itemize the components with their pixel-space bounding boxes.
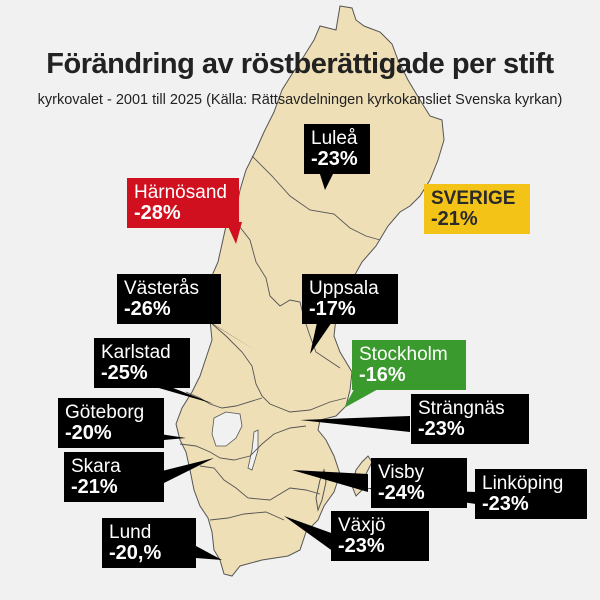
label-value: -26% <box>124 298 171 320</box>
label-name: Luleå <box>311 128 358 149</box>
label-name: Lund <box>109 522 152 543</box>
label-value: -24% <box>378 482 425 504</box>
label-value: -16% <box>359 364 406 386</box>
label-stockholm: Stockholm -16% <box>352 340 466 390</box>
label-name: Karlstad <box>101 342 171 363</box>
chart-subtitle: kyrkovalet - 2001 till 2025 (Källa: Rätt… <box>37 92 563 108</box>
diocese-borders <box>179 155 381 521</box>
label-name: Härnösand <box>134 182 227 203</box>
label-visby: Visby -24% <box>371 458 467 508</box>
label-name: Stockholm <box>359 344 448 365</box>
lake-vanern <box>211 411 243 447</box>
label-value: -23% <box>338 535 385 557</box>
label-vasteras: Västerås -26% <box>117 274 221 324</box>
label-value: -23% <box>418 418 465 440</box>
label-value: -23% <box>482 493 529 515</box>
label-value: -21% <box>431 208 478 230</box>
label-name: SVERIGE <box>431 188 516 209</box>
label-linkoping: Linköping -23% <box>475 469 587 519</box>
label-value: -21% <box>71 476 118 498</box>
label-uppsala: Uppsala -17% <box>302 274 398 324</box>
label-value: -25% <box>101 362 148 384</box>
oland <box>315 468 327 512</box>
label-value: -28% <box>134 202 181 224</box>
chart-title: Förändring av röstberättigade per stift <box>46 48 554 80</box>
label-name: Uppsala <box>309 278 379 299</box>
label-name: Västerås <box>124 278 199 299</box>
label-value: -20,% <box>109 542 162 564</box>
label-sverige: SVERIGE -21% <box>424 184 530 234</box>
label-name: Visby <box>378 462 425 483</box>
label-lulea: Luleå -23% <box>304 124 370 174</box>
label-name: Linköping <box>482 473 564 494</box>
label-value: -23% <box>311 148 358 170</box>
label-skara: Skara -21% <box>64 452 164 502</box>
label-name: Göteborg <box>65 402 145 423</box>
label-value: -20% <box>65 422 112 444</box>
label-strangnas: Strängnäs -23% <box>411 394 529 444</box>
label-value: -17% <box>309 298 356 320</box>
label-karlstad: Karlstad -25% <box>94 338 190 388</box>
label-harnosand: Härnösand -28% <box>127 178 239 228</box>
label-goteborg: Göteborg -20% <box>58 398 164 448</box>
label-name: Skara <box>71 456 121 477</box>
label-vaxjo: Växjö -23% <box>331 511 429 561</box>
label-name: Växjö <box>338 515 386 536</box>
lake-vattern <box>247 429 259 471</box>
label-name: Strängnäs <box>418 398 505 419</box>
label-lund: Lund -20,% <box>102 518 196 568</box>
